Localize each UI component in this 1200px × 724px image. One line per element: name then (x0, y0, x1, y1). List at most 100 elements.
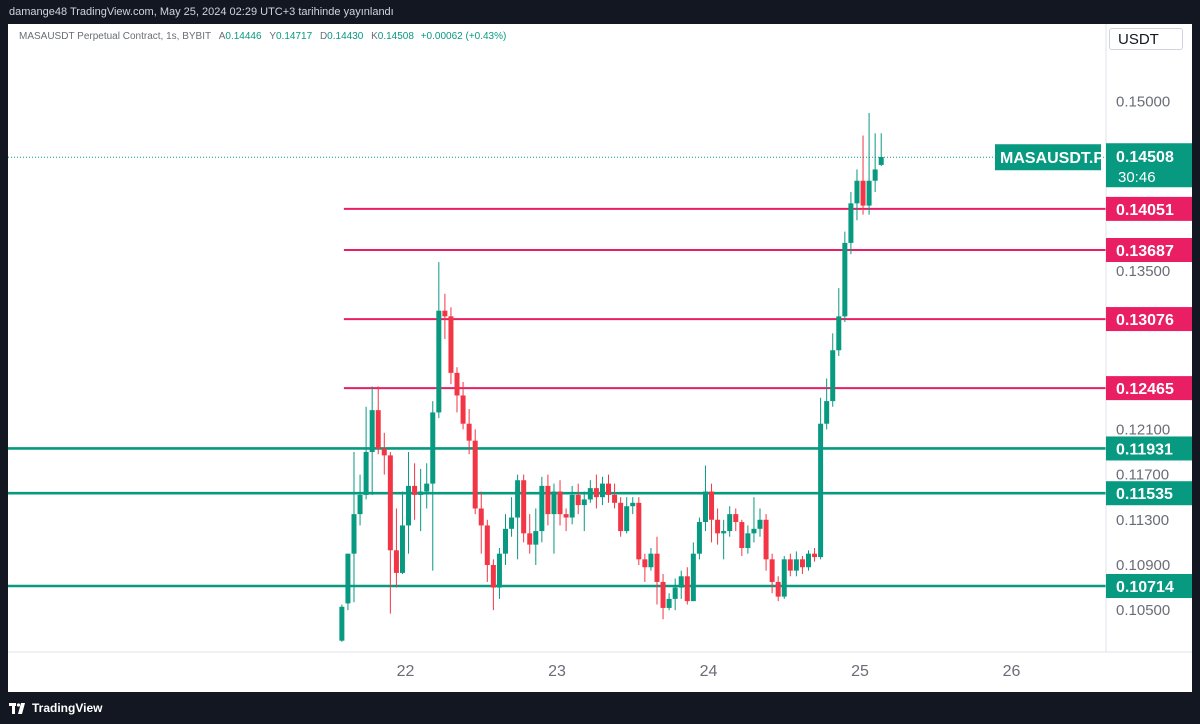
candle-body (739, 522, 745, 549)
candle (763, 514, 769, 571)
chart-legend: MASAUSDT Perpetual Contract, 1s, BYBIT A… (19, 31, 506, 42)
candle (563, 508, 569, 532)
candle-body (624, 506, 630, 532)
candle (539, 476, 545, 543)
countdown-label: 30:46 (1118, 169, 1156, 186)
candle (618, 497, 624, 537)
price-tag-label: 0.14051 (1116, 202, 1174, 219)
candle (739, 519, 745, 556)
candle-body (818, 423, 824, 558)
candle-body (599, 483, 605, 498)
candle (709, 483, 715, 543)
x-tick-label: 23 (548, 663, 566, 680)
candle-body (727, 514, 733, 532)
candle (339, 604, 345, 642)
candle-body (399, 525, 405, 573)
candle (836, 288, 842, 356)
legend-open-label: A (218, 31, 226, 42)
candle-body (363, 451, 369, 495)
candle-body (648, 553, 654, 568)
candle (812, 548, 818, 562)
candle-body (618, 502, 624, 532)
price-tag (1106, 238, 1192, 263)
candle-body (745, 533, 751, 549)
price-chart[interactable]: 0.10500 0.10900 0.11300 0.11700 0.12100 0.135… (8, 24, 1192, 692)
candle-body (569, 494, 575, 518)
candle (678, 570, 684, 599)
candle (521, 474, 527, 543)
candle-body (606, 483, 612, 495)
last-price-tag (1106, 143, 1192, 188)
candle (866, 112, 872, 215)
candle-body (533, 531, 539, 545)
candle (418, 468, 424, 532)
candle (490, 559, 496, 611)
candle-body (666, 598, 672, 608)
candle (672, 578, 678, 611)
candle (387, 451, 393, 614)
price-tag (1106, 196, 1192, 221)
candle (587, 480, 593, 503)
candle-body (496, 553, 502, 588)
candle (830, 333, 836, 407)
candle-body (509, 517, 515, 529)
y-axis: 0.10500 0.10900 0.11300 0.11700 0.12100 0.135… (995, 24, 1192, 652)
horizontal-lines-layer (8, 207, 1106, 588)
candle-body (466, 423, 472, 441)
candle (375, 386, 381, 455)
candle (509, 497, 515, 537)
candle-body (436, 310, 442, 413)
candle-body (593, 488, 599, 498)
candle-body (357, 494, 363, 515)
candle-body (848, 203, 854, 243)
legend-symbol: MASAUSDT Perpetual Contract, 1s, BYBIT (19, 31, 211, 42)
currency-button[interactable]: USDT (1109, 28, 1183, 50)
y-tick-label: 0.10900 (1116, 557, 1170, 574)
candle (612, 483, 618, 509)
candle-body (472, 440, 478, 509)
candle-body (672, 587, 678, 599)
candle (515, 474, 521, 560)
x-tick-label: 25 (851, 663, 869, 680)
candle (824, 378, 830, 430)
legend-open-value: 0.14446 (225, 31, 262, 42)
candle (472, 429, 478, 515)
candle-body (412, 485, 418, 495)
publish-info-text: damange48 TradingView.com, May 25, 2024 … (9, 6, 394, 18)
candle-body (872, 169, 878, 181)
y-tick-label: 0.11700 (1116, 467, 1169, 484)
candle (351, 451, 357, 603)
price-tag-label: 0.13076 (1116, 312, 1174, 329)
legend-change: +0.00062 (+0.43%) (420, 31, 507, 42)
candle-body (375, 410, 381, 449)
candle (636, 497, 642, 565)
candle (424, 463, 430, 509)
candle (666, 593, 672, 611)
candle-body (715, 519, 721, 534)
candle-body (660, 581, 666, 608)
candle (769, 553, 775, 594)
candle (702, 465, 708, 532)
candle-body (460, 395, 466, 424)
footer-brand[interactable]: TradingView (32, 701, 103, 715)
legend-high-label: Y (269, 31, 276, 42)
candle (478, 491, 484, 554)
candle-body (563, 514, 569, 518)
candle (751, 497, 757, 543)
x-tick-label: 22 (397, 663, 415, 680)
candle (436, 262, 442, 419)
candle (799, 555, 805, 575)
chart-panel[interactable]: 0.10500 0.10900 0.11300 0.11700 0.12100 0.135… (8, 24, 1192, 692)
candle-body (551, 491, 557, 515)
candle-body (369, 410, 375, 452)
candle (848, 192, 854, 255)
candle-body (351, 514, 357, 554)
candle (527, 514, 533, 554)
tradingview-logo-icon[interactable] (9, 703, 29, 714)
candle (727, 506, 733, 537)
candle (357, 474, 363, 526)
price-tag (1106, 376, 1192, 401)
candle (854, 169, 860, 221)
candle-body (381, 448, 387, 456)
price-tag (1106, 481, 1192, 506)
